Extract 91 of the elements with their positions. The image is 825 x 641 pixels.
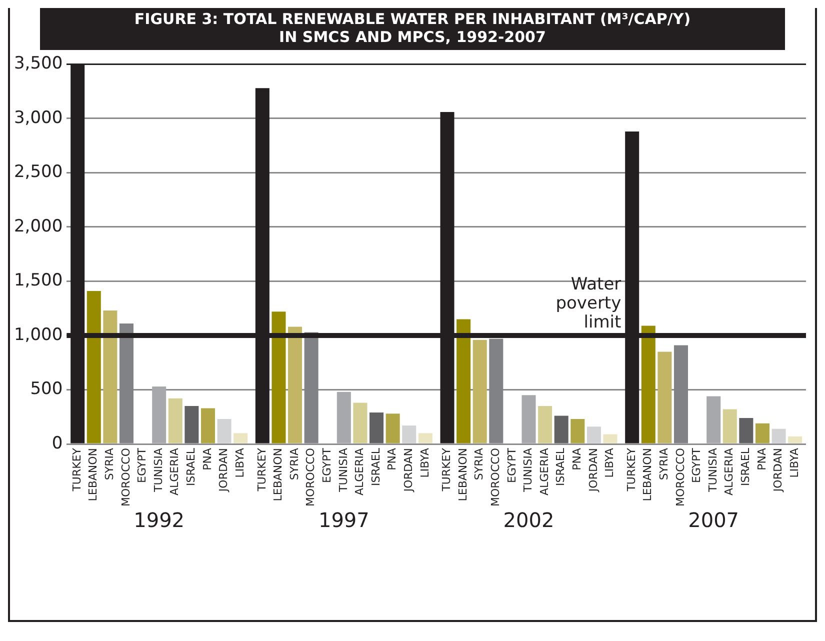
text: ALGERIA [168, 448, 182, 496]
text: MOROCCO [119, 448, 132, 506]
text: LIBYA [788, 448, 801, 478]
text: JORDAN [586, 448, 600, 492]
text: LEBANON [86, 448, 100, 502]
text: ISRAEL [554, 448, 568, 486]
text: LEBANON [272, 448, 285, 502]
text: TURKEY [70, 448, 84, 492]
x-tick-label: 1992 [134, 508, 185, 532]
x-tick-label: 2007 [688, 508, 740, 532]
x-tick-label: 1997 [318, 508, 370, 532]
text: EGYPT [505, 448, 518, 483]
bar [554, 416, 568, 444]
bar [538, 406, 552, 444]
bar [641, 326, 656, 444]
bar [86, 290, 101, 444]
text: TURKEY [255, 448, 268, 492]
text: MOROCCO [489, 448, 502, 506]
text: TUNISIA [522, 448, 535, 492]
y-tick-label: 500 [30, 379, 63, 400]
text: TUNISIA [336, 448, 350, 492]
text: LIBYA [233, 448, 246, 478]
bar [168, 398, 182, 444]
bar [272, 312, 286, 444]
bar [288, 326, 302, 444]
bar [739, 418, 754, 444]
text: ISRAEL [739, 448, 752, 486]
bar [772, 428, 786, 444]
bar [603, 434, 618, 444]
bar [472, 340, 487, 444]
bar [234, 433, 248, 444]
text: LEBANON [641, 448, 654, 502]
y-tick-label: 3,000 [14, 108, 63, 128]
bar [706, 396, 721, 444]
bar [103, 310, 118, 444]
bar [184, 406, 199, 444]
bar [152, 386, 166, 444]
x-tick-label: 2002 [503, 508, 554, 532]
y-tick-label: 1,500 [14, 270, 63, 291]
y-tick-label: 2,500 [14, 162, 63, 182]
text: TUNISIA [706, 448, 720, 492]
y-tick-label: 1,000 [14, 324, 63, 345]
text: ALGERIA [353, 448, 366, 496]
text: MOROCCO [304, 448, 318, 506]
bar [788, 436, 802, 444]
bar [456, 319, 471, 444]
y-tick-label: 3,500 [14, 54, 63, 74]
ref-line-label: Water poverty limit [556, 274, 622, 332]
bar [386, 414, 400, 444]
bar [755, 423, 770, 444]
text: ALGERIA [538, 448, 551, 496]
text: SYRIA [472, 448, 486, 480]
text: MOROCCO [674, 448, 687, 506]
bar [522, 395, 536, 444]
bar [586, 426, 601, 444]
bar [353, 402, 368, 444]
bar [418, 433, 432, 444]
chart-title: FIGURE 3: TOTAL RENEWABLE WATER PER INHABITANT (M³/CAP/Y) [133, 10, 692, 28]
bar [217, 419, 232, 444]
bar [402, 426, 416, 444]
text: ALGERIA [722, 448, 736, 496]
text: SYRIA [103, 448, 116, 480]
text: JORDAN [402, 448, 415, 492]
y-tick-label: 2,000 [14, 216, 63, 236]
text: PNA [755, 448, 768, 470]
text: LIBYA [418, 448, 432, 478]
text: ISRAEL [184, 447, 198, 486]
text: PNA [386, 448, 399, 470]
text: EGYPT [320, 448, 334, 483]
text: TURKEY [624, 448, 638, 492]
text: JORDAN [772, 448, 785, 492]
chart-subtitle: IN SMCS AND MPCS, 1992-2007 [278, 28, 547, 46]
text: TUNISIA [152, 448, 165, 493]
text: JORDAN [217, 448, 230, 493]
bar [200, 408, 215, 444]
text: LIBYA [603, 448, 616, 478]
bar [570, 419, 585, 444]
text: TURKEY [440, 448, 454, 492]
bar [658, 352, 672, 444]
text: LEBANON [456, 448, 470, 502]
text: PNA [200, 448, 214, 470]
text: SYRIA [658, 448, 671, 480]
text: EGYPT [136, 448, 149, 483]
text: PNA [570, 448, 584, 470]
bar [336, 392, 351, 444]
text: SYRIA [288, 448, 301, 480]
text: ISRAEL [369, 448, 382, 486]
y-tick-label: 0 [52, 433, 63, 454]
bar [370, 412, 384, 444]
bar [722, 409, 737, 444]
text: EGYPT [690, 448, 704, 483]
